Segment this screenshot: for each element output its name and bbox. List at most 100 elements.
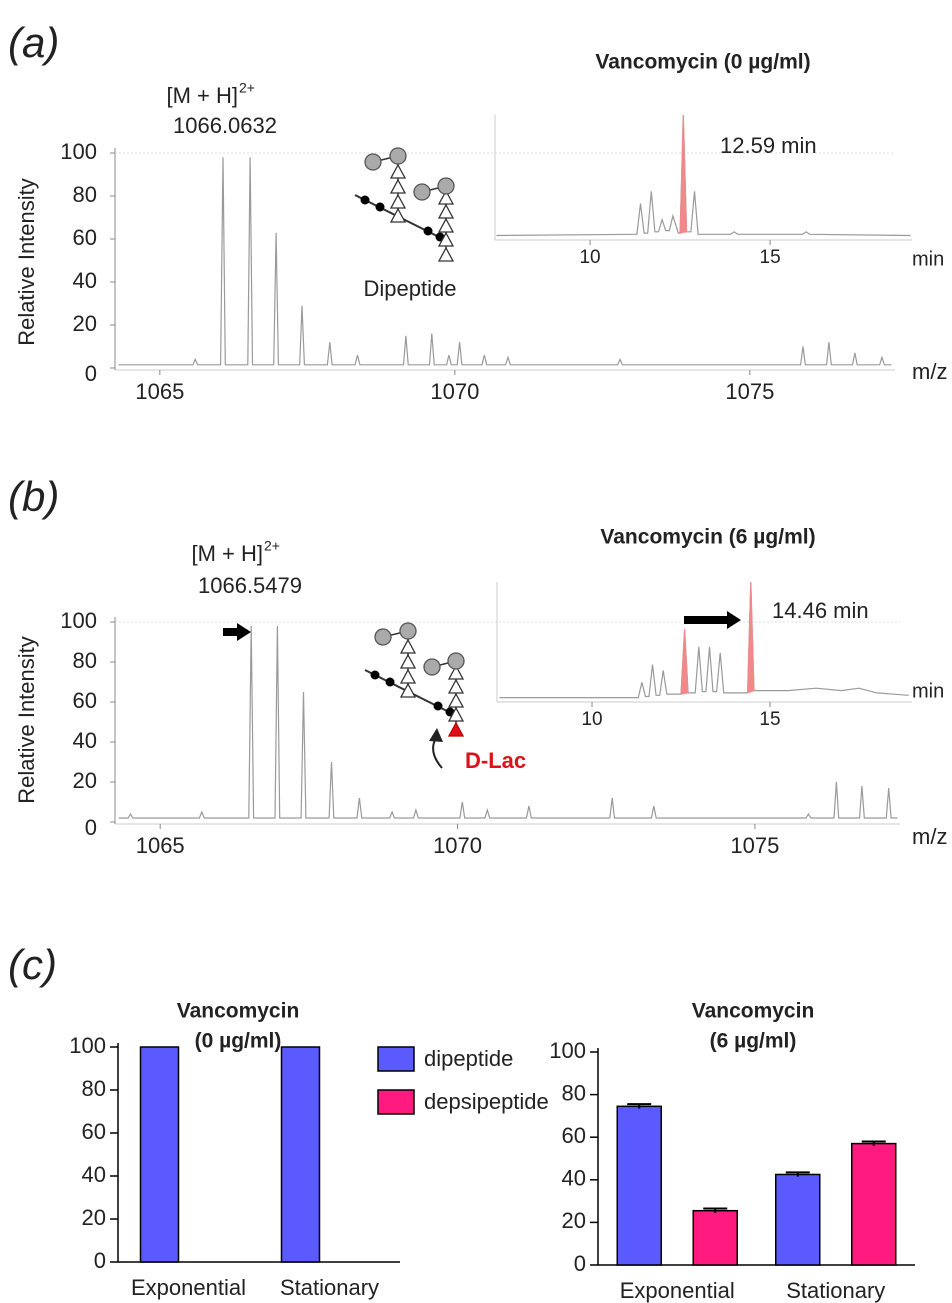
glycan-triangle	[389, 193, 407, 209]
y-tick-label: 80	[73, 648, 97, 673]
y-tick-label: 20	[73, 311, 97, 336]
ion-mz: 1066.5479	[198, 573, 302, 598]
y-axis-label: Relative Intensity	[14, 636, 39, 804]
error-bar	[785, 1171, 810, 1177]
glycan-residue	[423, 226, 433, 236]
x-tick-label: 1065	[135, 379, 184, 404]
glycan-sugar	[399, 622, 417, 640]
annotation: 12.59 min	[720, 133, 817, 158]
chart-title: Vancomycin (6 µg/ml)	[600, 526, 815, 549]
glycan-triangle	[399, 653, 417, 669]
chart-title: Vancomycin	[692, 1000, 815, 1023]
panel-label: (a)	[8, 19, 59, 66]
y-tick-label: 100	[69, 1033, 106, 1058]
arrow-head	[727, 611, 741, 629]
glycan-residue	[370, 670, 380, 680]
x-tick-label: Exponential	[131, 1275, 246, 1300]
glycan-triangle	[399, 668, 417, 684]
chart-title: (6 µg/ml)	[710, 1030, 797, 1053]
legend-swatch	[377, 1046, 415, 1072]
x-tick-label: 1070	[430, 379, 479, 404]
x-tick-label: 1065	[136, 833, 185, 858]
glycan-residue	[385, 677, 395, 687]
legend-label: dipeptide	[424, 1046, 513, 1071]
x-tick-label: 1075	[730, 833, 779, 858]
arrow-head	[237, 623, 251, 641]
y-tick-label: 80	[562, 1080, 586, 1105]
glycan-sugar	[364, 153, 382, 171]
x-tick-label: Exponential	[620, 1278, 735, 1303]
y-tick-label: 60	[73, 225, 97, 250]
highlight-peak	[680, 629, 689, 695]
glycan-triangle	[437, 246, 455, 262]
highlight-peak	[679, 114, 688, 234]
glycan-sugar	[447, 652, 465, 670]
shift-arrow-shaft	[684, 616, 729, 624]
glycan-sugar	[413, 183, 431, 201]
panel-label: (c)	[8, 941, 57, 988]
y-tick-label: 0	[85, 361, 97, 386]
modification-label: D-Lac	[465, 748, 526, 773]
y-axis-label: Relative Intensity	[14, 178, 39, 346]
ion-label: [M + H]	[191, 541, 263, 566]
chart-title: Vancomycin (0 µg/ml)	[595, 51, 810, 74]
glycan-sugar	[423, 658, 441, 676]
structure-label: Dipeptide	[364, 276, 457, 301]
glycan-triangle	[447, 678, 465, 694]
bar	[851, 1142, 897, 1266]
glycan-residue	[360, 195, 370, 205]
glycan-triangle	[399, 682, 417, 698]
glycan-triangle	[447, 706, 465, 722]
y-tick-label: 20	[562, 1208, 586, 1233]
x-axis-label: m/z	[912, 824, 947, 849]
legend-label: depsipeptide	[424, 1089, 549, 1114]
y-tick-label: 100	[60, 608, 97, 633]
x-tick-label: Stationary	[786, 1278, 885, 1303]
x-tick-label: 15	[760, 247, 781, 268]
glycan-residue	[433, 701, 443, 711]
glycan-triangle	[399, 638, 417, 654]
x-axis-label: min	[912, 248, 944, 270]
glycan-triangle	[447, 721, 465, 737]
x-tick-label: 10	[581, 709, 602, 730]
y-tick-label: 0	[94, 1248, 106, 1273]
trace	[499, 581, 909, 699]
y-tick-label: 60	[73, 688, 97, 713]
glycan-triangle	[447, 692, 465, 708]
x-axis-label: min	[912, 680, 944, 702]
bar	[775, 1173, 821, 1266]
y-tick-label: 60	[562, 1123, 586, 1148]
y-tick-label: 80	[82, 1076, 106, 1101]
chart-title: Vancomycin	[177, 1000, 300, 1023]
glycan-triangle	[389, 178, 407, 194]
error-bar	[703, 1207, 728, 1213]
y-tick-label: 40	[562, 1166, 586, 1191]
legend-swatch	[377, 1089, 415, 1115]
y-tick-label: 20	[82, 1205, 106, 1230]
glycan-triangle	[437, 231, 455, 247]
glycan-triangle	[389, 163, 407, 179]
glycan-triangle	[437, 203, 455, 219]
bar	[616, 1105, 662, 1266]
y-tick-label: 40	[82, 1162, 106, 1187]
glycan-triangle	[389, 207, 407, 223]
annotation: 14.46 min	[772, 598, 869, 623]
curved-arrow	[432, 737, 443, 769]
glycan-sugar	[437, 177, 455, 195]
bar	[692, 1209, 738, 1266]
y-tick-label: 20	[73, 768, 97, 793]
error-bar	[861, 1140, 886, 1146]
ion-label: [M + H]	[166, 83, 238, 108]
arrow-head	[429, 728, 443, 742]
y-tick-label: 0	[85, 815, 97, 840]
error-bar	[627, 1103, 652, 1109]
marker-arrow-shaft	[223, 628, 237, 636]
panel-label: (b)	[8, 473, 59, 520]
y-tick-label: 0	[574, 1251, 586, 1276]
trace	[118, 625, 898, 819]
ion-charge: 2+	[239, 80, 255, 96]
x-tick-label: Stationary	[280, 1275, 379, 1300]
y-tick-label: 40	[73, 268, 97, 293]
glycan-triangle	[437, 217, 455, 233]
